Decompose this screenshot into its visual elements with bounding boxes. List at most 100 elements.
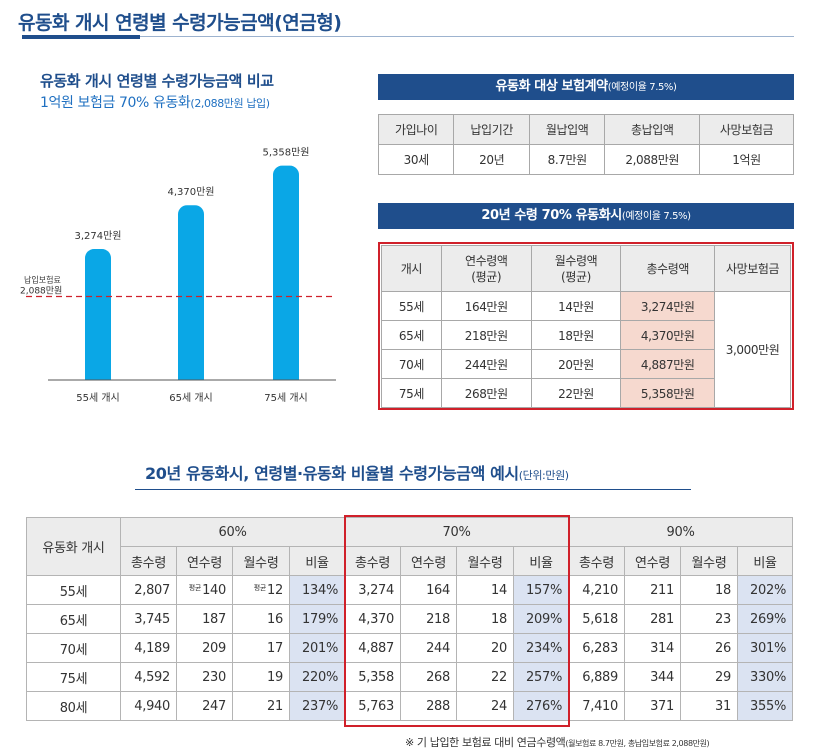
examples-row: 55세 2,807 평균140 평균12 134% 3,274 164 14 157% 4,210… (26, 575, 793, 605)
scenario-header-monthly: 월수령액 (평균) (530, 245, 622, 292)
scenario-total: 3,274만원 (620, 291, 716, 321)
examples-cell-monthly: 21 (232, 691, 290, 721)
examples-cell-annual: 230 (176, 662, 233, 692)
examples-cell-ratio: 237% (289, 691, 345, 721)
average-mark: 평균 (253, 583, 267, 592)
bar-value-label: 4,370만원 (167, 186, 214, 198)
examples-cell-annual: 209 (176, 633, 233, 663)
examples-cell-total: 5,618 (568, 604, 625, 634)
examples-heading-small: (단위:만원) (518, 469, 569, 482)
contract-header: 가입나이 (377, 114, 455, 145)
examples-value: 12 (267, 582, 283, 598)
scenario-header-row: 개시 연수령액 (평균) 월수령액 (평균) 총수령액 사망보험금 (381, 245, 791, 292)
scenario-age: 55세 (381, 291, 442, 321)
examples-cell-ratio: 201% (289, 633, 345, 663)
contract-header: 사망보험금 (699, 114, 794, 145)
examples-heading-main: 20년 유동화시, 연령별·유동화 비율별 수령가능금액 예시 (145, 464, 519, 483)
contract-cell: 20년 (453, 144, 530, 175)
examples-group-60: 60% (120, 517, 345, 547)
examples-age: 65세 (26, 604, 121, 634)
contract-heading-main: 유동화 대상 보험계약 (495, 79, 608, 94)
examples-cell-monthly: 19 (232, 662, 290, 692)
examples-corner: 유동화 개시 (26, 517, 121, 576)
category-label: 65세 개시 (169, 392, 213, 404)
examples-cell-total: 3,745 (120, 604, 177, 634)
contract-cell: 2,088만원 (604, 144, 701, 175)
category-label: 55세 개시 (76, 392, 120, 404)
scenario-monthly: 20만원 (530, 349, 622, 379)
subheader-total: 총수령 (344, 546, 401, 576)
contract-header-row: 가입나이 납입기간 월납입액 총납입액 사망보험금 (377, 114, 794, 145)
examples-cell-ratio: 330% (737, 662, 793, 692)
scenario-row: 70세 244만원 20만원 4,887만원 (381, 349, 791, 379)
scenario-heading-main: 20년 수령 70% 유동화시 (481, 208, 622, 223)
examples-cell-annual: 244 (400, 633, 457, 663)
chart-subtitle-small: (2,088만원 납입) (190, 97, 270, 110)
examples-cell-ratio: 220% (289, 662, 345, 692)
examples-cell-annual: 평균140 (176, 575, 233, 605)
examples-cell-total: 4,370 (344, 604, 401, 634)
scenario-monthly: 22만원 (530, 378, 622, 408)
contract-header: 월납입액 (528, 114, 606, 145)
average-mark: 평균 (188, 583, 202, 592)
examples-table: 유동화 개시 60% 70% 90% 총수령 연수령 월수령 비율 총수령 연수… (26, 517, 793, 721)
scenario-header-start: 개시 (381, 245, 442, 292)
examples-cell-total: 4,940 (120, 691, 177, 721)
examples-cell-ratio: 301% (737, 633, 793, 663)
scenario-annual: 268만원 (440, 378, 532, 408)
scenario-table: 개시 연수령액 (평균) 월수령액 (평균) 총수령액 사망보험금 55세 16… (381, 245, 791, 408)
chart-subtitle-main: 1억원 보험금 70% 유동화 (40, 95, 191, 111)
scenario-death-benefit: 3,000만원 (714, 291, 791, 408)
examples-age: 55세 (26, 575, 121, 605)
examples-cell-ratio: 257% (513, 662, 569, 692)
scenario-age: 75세 (381, 378, 442, 408)
examples-age: 75세 (26, 662, 121, 692)
examples-cell-monthly: 29 (680, 662, 738, 692)
scenario-total: 4,887만원 (620, 349, 716, 379)
examples-row: 75세 4,592 230 19 220% 5,358 268 22 257% 6,889 344 2… (26, 662, 793, 692)
examples-cell-ratio: 179% (289, 604, 345, 634)
subheader-monthly: 월수령 (456, 546, 514, 576)
examples-value: 140 (202, 582, 226, 598)
examples-cell-monthly: 20 (456, 633, 514, 663)
subheader-ratio: 비율 (513, 546, 569, 576)
contract-cell: 30세 (377, 144, 455, 175)
contract-heading: 유동화 대상 보험계약(예정이율 7.5%) (378, 74, 794, 100)
examples-cell-monthly: 17 (232, 633, 290, 663)
subheader-monthly: 월수령 (232, 546, 290, 576)
examples-cell-monthly: 18 (680, 575, 738, 605)
scenario-total: 4,370만원 (620, 320, 716, 350)
examples-cell-monthly: 16 (232, 604, 290, 634)
examples-cell-ratio: 276% (513, 691, 569, 721)
scenario-row: 55세 164만원 14만원 3,274만원 3,000만원 (381, 291, 791, 408)
examples-cell-total: 5,763 (344, 691, 401, 721)
scenario-age: 70세 (381, 349, 442, 379)
title-divider (22, 36, 794, 37)
examples-cell-ratio: 134% (289, 575, 345, 605)
subheader-ratio: 비율 (289, 546, 345, 576)
bar-base (178, 368, 204, 380)
scenario-header-death: 사망보험금 (714, 245, 791, 292)
contract-header: 납입기간 (453, 114, 530, 145)
examples-cell-ratio: 234% (513, 633, 569, 663)
examples-cell-monthly: 31 (680, 691, 738, 721)
footnote: ※ 기 납입한 보험료 대비 연금수령액(월보험료 8.7만원, 총납입보험료 … (405, 734, 710, 750)
scenario-header-annual: 연수령액 (평균) (440, 245, 532, 292)
examples-cell-annual: 247 (176, 691, 233, 721)
reference-value-label: 2,088만원 (20, 285, 62, 296)
examples-cell-total: 4,189 (120, 633, 177, 663)
examples-cell-total: 5,358 (344, 662, 401, 692)
subheader-total: 총수령 (120, 546, 177, 576)
examples-heading: 20년 유동화시, 연령별·유동화 비율별 수령가능금액 예시(단위:만원) (145, 460, 569, 484)
chart-subtitle: 1억원 보험금 70% 유동화(2,088만원 납입) (40, 92, 270, 112)
bar-chart: 3,274만원 55세 개시 4,370만원 65세 개시 5,358만원 75세 개시 납… (20, 147, 336, 404)
examples-cell-total: 6,283 (568, 633, 625, 663)
contract-row: 30세 20년 8.7만원 2,088만원 1억원 (377, 144, 794, 175)
examples-cell-annual: 218 (400, 604, 457, 634)
examples-cell-ratio: 157% (513, 575, 569, 605)
bar (273, 165, 299, 380)
title-accent-bar (22, 35, 140, 39)
examples-cell-total: 4,592 (120, 662, 177, 692)
examples-cell-total: 4,210 (568, 575, 625, 605)
bar (178, 205, 204, 380)
